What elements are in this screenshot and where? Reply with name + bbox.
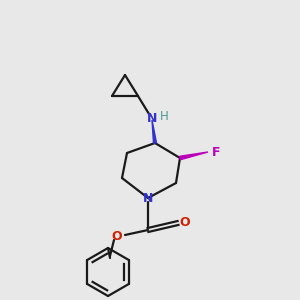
Text: O: O (180, 217, 190, 230)
Text: N: N (147, 112, 157, 124)
Text: H: H (160, 110, 168, 124)
Text: O: O (112, 230, 122, 244)
Text: F: F (212, 146, 220, 158)
Polygon shape (152, 120, 157, 143)
Polygon shape (180, 152, 208, 160)
Text: N: N (143, 191, 153, 205)
